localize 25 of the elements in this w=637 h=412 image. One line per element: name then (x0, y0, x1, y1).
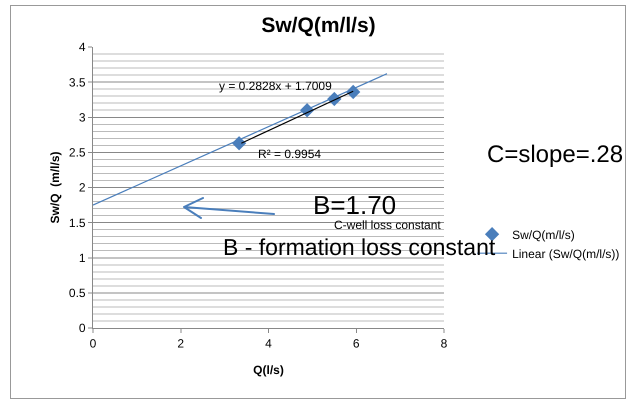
y-tick-label: 0.5 (68, 286, 86, 300)
text: C=slope=.28 (487, 141, 624, 168)
annotation: R² = 0.9954 (258, 147, 322, 161)
y-tick-label: 3 (78, 110, 86, 124)
y-axis-title: Sw/Q (m/l/s) (48, 151, 62, 224)
annotation: B - formation loss constant (223, 234, 496, 260)
x-tick-label: 0 (90, 336, 97, 350)
x-tick-label: 6 (352, 336, 360, 350)
legend-label: Sw/Q(m/l/s) (512, 228, 575, 242)
annotation: y = 0.2828x + 1.7009 (219, 79, 332, 93)
legend-label: Linear (Sw/Q(m/l/s)) (512, 246, 620, 261)
y-tick-label: 2 (78, 180, 86, 195)
x-tick-label: 4 (265, 336, 272, 350)
x-tick-label: 8 (440, 336, 448, 350)
y-tick-label: 2.5 (68, 146, 86, 160)
x-tick-label: 2 (177, 336, 184, 350)
y-tick-label: 1.5 (68, 216, 86, 230)
annotation: C-well loss constant (334, 218, 442, 232)
annotation: B=1.70 (313, 190, 396, 220)
x-axis-title: Q(l/s) (253, 363, 284, 377)
y-tick-label: 0 (78, 321, 86, 336)
chart-title: Sw/Q(m/l/s) (261, 14, 376, 38)
y-tick-label: 4 (78, 40, 86, 54)
y-tick-label: 3.5 (68, 75, 86, 90)
y-tick-label: 1 (78, 250, 86, 265)
